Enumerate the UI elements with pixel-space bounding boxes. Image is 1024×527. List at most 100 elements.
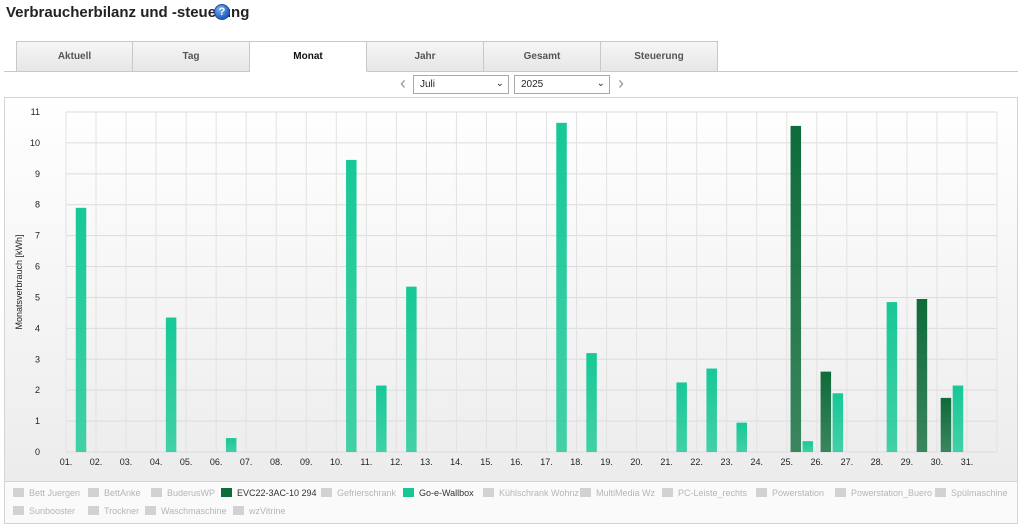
legend-item[interactable]: BuderusWP <box>151 488 215 498</box>
legend-label: wzVitrine <box>249 506 286 516</box>
legend-label: Powerstation <box>772 488 825 498</box>
x-tick-label: 07. <box>240 457 253 467</box>
tab-monat[interactable]: Monat <box>250 41 367 72</box>
legend-swatch <box>13 506 24 515</box>
x-tick-label: 10. <box>330 457 343 467</box>
legend-swatch <box>13 488 24 497</box>
tab-tag[interactable]: Tag <box>133 41 250 72</box>
legend-label: EVC22-3AC-10 294 <box>237 488 317 498</box>
x-tick-label: 06. <box>210 457 223 467</box>
x-tick-label: 16. <box>510 457 523 467</box>
legend-swatch <box>88 488 99 497</box>
x-tick-label: 23. <box>720 457 733 467</box>
y-tick-label: 1 <box>35 416 40 426</box>
legend-swatch <box>403 488 414 497</box>
x-tick-label: 26. <box>811 457 824 467</box>
y-tick-label: 8 <box>35 200 40 210</box>
y-tick-label: 0 <box>35 447 40 457</box>
x-tick-label: 14. <box>450 457 463 467</box>
legend-swatch <box>580 488 591 497</box>
x-tick-label: 25. <box>781 457 794 467</box>
bar-go-e-wallbox <box>586 353 597 452</box>
x-tick-label: 28. <box>871 457 884 467</box>
legend-item[interactable]: Go-e-Wallbox <box>403 488 474 498</box>
legend-swatch <box>483 488 494 497</box>
legend-label: Waschmaschine <box>161 506 227 516</box>
page-title: Verbraucherbilanz und -steuerung <box>6 4 250 21</box>
legend-item[interactable]: Gefrierschrank <box>321 488 396 498</box>
y-tick-label: 6 <box>35 262 40 272</box>
y-tick-label: 9 <box>35 169 40 179</box>
x-tick-label: 20. <box>630 457 643 467</box>
x-tick-label: 09. <box>300 457 313 467</box>
x-tick-label: 04. <box>150 457 163 467</box>
bar-go-e-wallbox <box>406 286 417 452</box>
bar-go-e-wallbox <box>706 368 717 452</box>
x-tick-label: 13. <box>420 457 433 467</box>
legend-item[interactable]: MultiMedia Wz <box>580 488 655 498</box>
bar-go-e-wallbox <box>376 385 387 452</box>
month-select[interactable]: Juli ⌄ <box>413 75 509 94</box>
legend-item[interactable]: BettAnke <box>88 488 141 498</box>
tab-aktuell[interactable]: Aktuell <box>16 41 133 72</box>
chevron-down-icon: ⌄ <box>495 78 504 89</box>
next-month-icon[interactable]: › <box>618 73 624 93</box>
bar-go-e-wallbox <box>736 422 747 452</box>
x-tick-label: 08. <box>270 457 283 467</box>
bar-evc22-3ac-10-294 <box>940 397 952 452</box>
legend-swatch <box>662 488 673 497</box>
legend-item[interactable]: Sunbooster <box>13 506 75 516</box>
legend-item[interactable]: Powerstation_Buero <box>835 488 932 498</box>
legend-label: Go-e-Wallbox <box>419 488 474 498</box>
legend-swatch <box>145 506 156 515</box>
x-tick-label: 15. <box>480 457 493 467</box>
previous-month-icon[interactable]: ‹ <box>400 73 406 93</box>
legend-label: Trockner <box>104 506 140 516</box>
legend-item[interactable]: EVC22-3AC-10 294 <box>221 488 317 498</box>
y-tick-label: 11 <box>31 107 40 117</box>
bar-go-e-wallbox <box>952 385 964 452</box>
legend-item[interactable]: Kühlschrank Wohnz <box>483 488 579 498</box>
bar-go-e-wallbox <box>346 159 357 452</box>
legend-label: MultiMedia Wz <box>596 488 656 498</box>
legend-swatch <box>935 488 946 497</box>
x-tick-label: 17. <box>540 457 553 467</box>
legend-swatch <box>151 488 162 497</box>
x-tick-label: 29. <box>901 457 914 467</box>
legend-item[interactable]: wzVitrine <box>233 506 285 516</box>
legend-item[interactable]: Bett Juergen <box>13 488 80 498</box>
month-select-value: Juli <box>420 79 436 90</box>
x-tick-label: 01. <box>60 457 73 467</box>
legend-label: BuderusWP <box>167 488 216 498</box>
legend-label: Spülmaschine <box>951 488 1008 498</box>
x-tick-label: 18. <box>570 457 583 467</box>
tab-bar: Aktuell Tag Monat Jahr Gesamt Steuerung <box>16 41 718 72</box>
x-tick-label: 31. <box>961 457 974 467</box>
x-tick-label: 19. <box>600 457 613 467</box>
legend-item[interactable]: Spülmaschine <box>935 488 1008 498</box>
x-tick-label: 02. <box>90 457 103 467</box>
legend-item[interactable]: PC-Leiste_rechts <box>662 488 747 498</box>
x-tick-label: 21. <box>660 457 673 467</box>
y-tick-label: 7 <box>35 231 40 241</box>
monthly-consumption-chart: 0 1 2 3 4 5 6 7 8 9 10 11 01. 02. 03. 04. 05. 06. 07. 08. 09… <box>14 107 998 467</box>
legend-item[interactable]: Powerstation <box>756 488 824 498</box>
legend-item[interactable]: Trockner <box>88 506 139 516</box>
y-tick-label: 2 <box>35 385 40 395</box>
bar-go-e-wallbox <box>886 302 898 452</box>
bar-go-e-wallbox <box>556 122 567 453</box>
x-tick-label: 27. <box>841 457 854 467</box>
year-select-value: 2025 <box>521 79 544 90</box>
bar-go-e-wallbox <box>676 382 687 452</box>
legend: Bett Juergen BettAnke BuderusWP EVC22-3AC-1… <box>4 482 1018 524</box>
legend-item[interactable]: Waschmaschine <box>145 506 227 516</box>
year-select[interactable]: 2025 ⌄ <box>514 75 610 94</box>
y-tick-label: 10 <box>30 138 40 148</box>
tab-gesamt[interactable]: Gesamt <box>484 41 601 72</box>
help-icon[interactable]: ? <box>214 4 230 20</box>
bar-evc22-3ac-10-294 <box>820 371 832 452</box>
legend-label: Sunbooster <box>29 506 76 516</box>
legend-swatch <box>233 506 244 515</box>
tab-jahr[interactable]: Jahr <box>367 41 484 72</box>
tab-steuerung[interactable]: Steuerung <box>601 41 718 72</box>
